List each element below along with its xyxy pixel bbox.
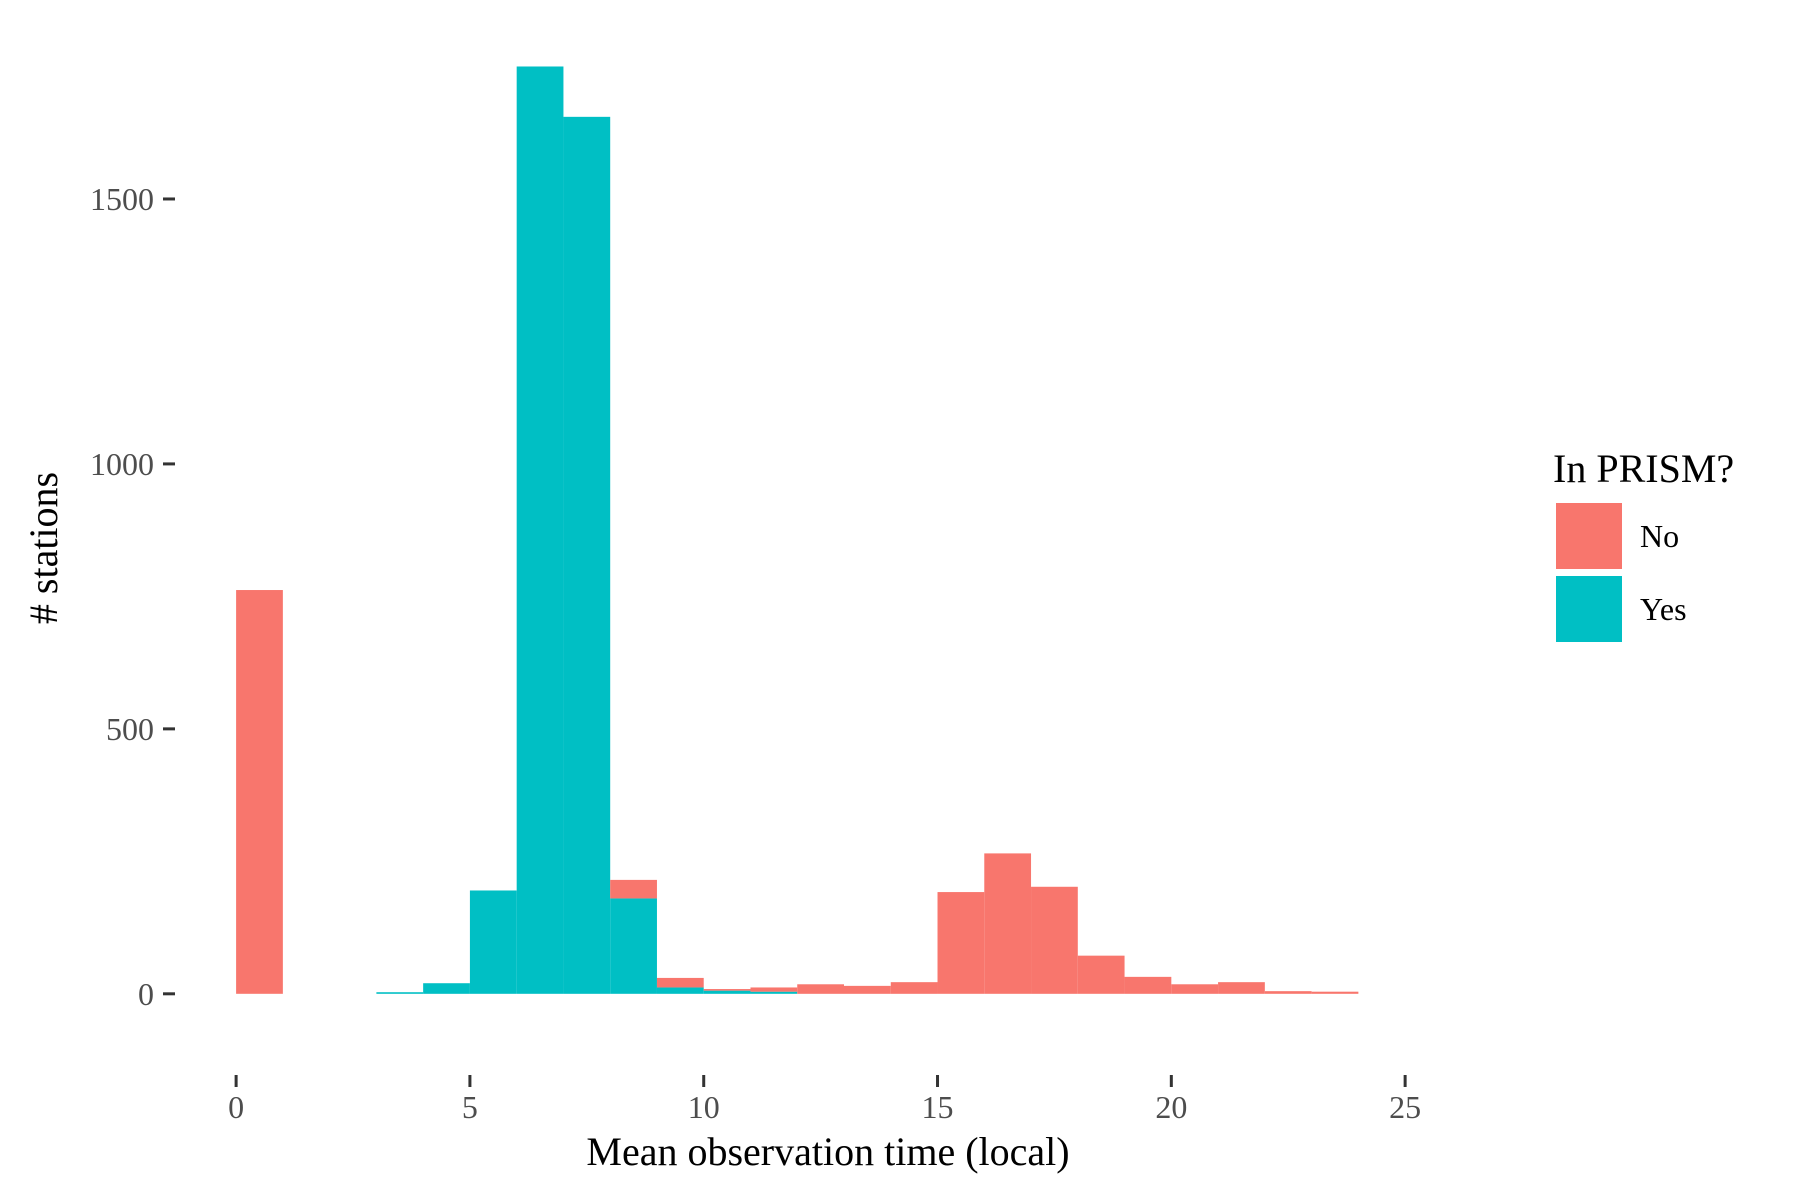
legend-label-no: No xyxy=(1640,518,1679,554)
bar-yes-bin-5 xyxy=(469,890,517,994)
y-tick-label-1000: 1000 xyxy=(90,446,154,482)
bar-no-bin-8 xyxy=(610,879,657,899)
bar-no-bin-0 xyxy=(236,590,283,994)
x-tick-label-25: 25 xyxy=(1389,1089,1421,1125)
legend-label-yes: Yes xyxy=(1640,591,1687,627)
bar-yes-bin-4 xyxy=(423,983,470,994)
bar-yes-bin-7 xyxy=(563,116,611,994)
bar-yes-bin-3 xyxy=(376,992,424,994)
bar-no-bin-19 xyxy=(1124,976,1172,994)
legend-title: In PRISM? xyxy=(1553,446,1734,491)
bar-yes-bin-8 xyxy=(610,898,657,994)
bar-no-bin-20 xyxy=(1171,984,1219,994)
bar-no-bin-21 xyxy=(1218,982,1265,994)
bar-no-bin-17 xyxy=(1031,886,1078,994)
legend-entries: No Yes xyxy=(1556,503,1687,642)
legend-swatch-yes xyxy=(1556,576,1622,642)
legend: In PRISM? No Yes xyxy=(1553,446,1734,642)
bar-no-bin-15 xyxy=(937,892,985,994)
x-tick-label-10: 10 xyxy=(688,1089,720,1125)
x-axis: 0 5 10 15 20 25 xyxy=(228,1075,1421,1125)
bar-yes-bin-10 xyxy=(703,990,751,994)
x-axis-title: Mean observation time (local) xyxy=(586,1129,1069,1174)
bar-no-bin-22 xyxy=(1264,991,1312,994)
y-tick-label-1500: 1500 xyxy=(90,181,154,217)
bar-no-bin-14 xyxy=(890,982,938,994)
y-tick-label-500: 500 xyxy=(106,711,154,747)
bar-no-bin-18 xyxy=(1077,955,1125,994)
bar-no-bin-9 xyxy=(656,977,704,988)
bar-no-bin-16 xyxy=(984,853,1032,994)
y-tick-label-0: 0 xyxy=(138,976,154,1012)
bar-yes-bin-6 xyxy=(516,66,564,994)
y-axis: 0 500 1000 1500 xyxy=(90,181,175,1012)
x-tick-label-0: 0 xyxy=(228,1089,244,1125)
x-tick-label-5: 5 xyxy=(462,1089,478,1125)
bar-yes-bin-11 xyxy=(750,991,798,994)
x-tick-label-15: 15 xyxy=(922,1089,954,1125)
bar-no-bin-12 xyxy=(797,984,844,994)
y-axis-title: # stations xyxy=(21,472,66,624)
x-tick-label-20: 20 xyxy=(1155,1089,1187,1125)
legend-swatch-no xyxy=(1556,503,1622,569)
bar-no-bin-13 xyxy=(844,985,891,994)
bar-no-bin-10 xyxy=(703,989,751,991)
bar-no-bin-11 xyxy=(750,987,798,992)
bars-layer xyxy=(236,66,1359,994)
bar-yes-bin-9 xyxy=(656,987,704,994)
bar-no-bin-23 xyxy=(1311,991,1359,994)
